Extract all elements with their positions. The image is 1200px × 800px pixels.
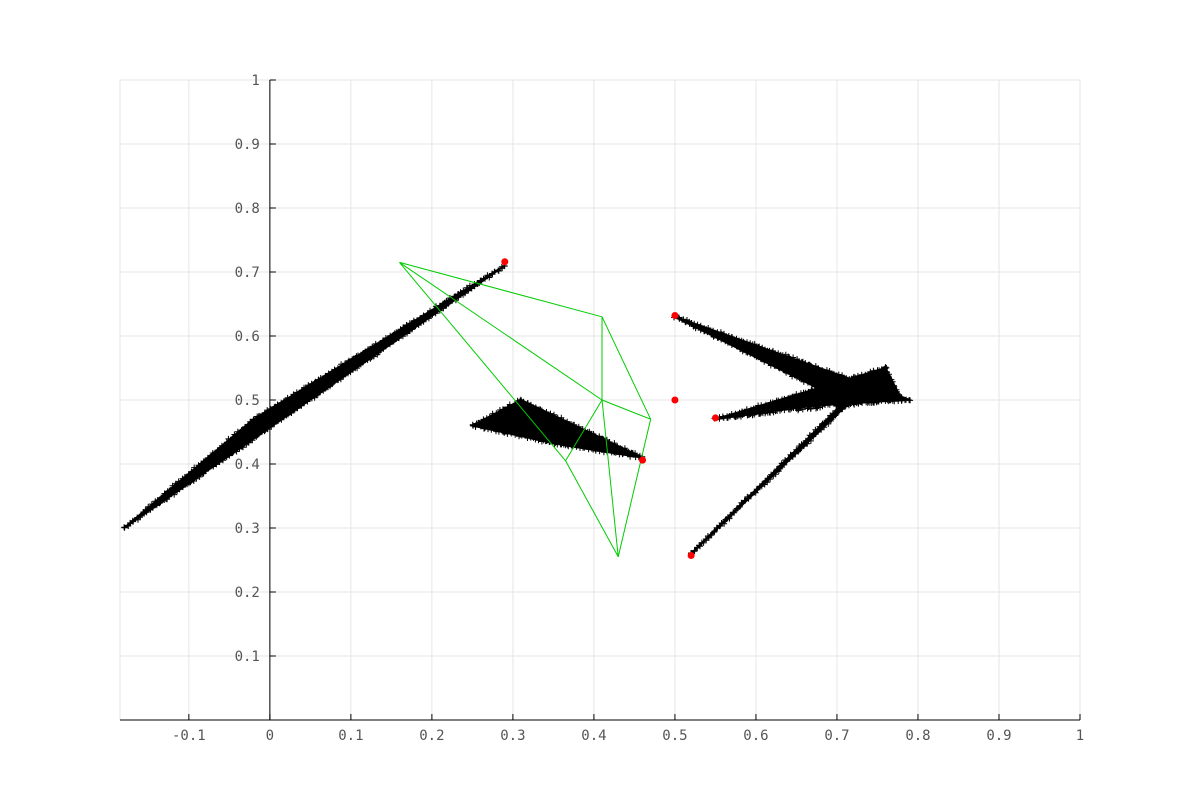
x-tick-label: 0.8: [905, 728, 930, 744]
x-tick-label: 0.5: [662, 728, 687, 744]
point-cloud: [688, 364, 890, 557]
y-tick-label: 0.8: [235, 201, 260, 217]
y-tick-label: 1: [251, 73, 259, 89]
axes: [120, 79, 1081, 721]
x-tick-label: 0: [266, 728, 274, 744]
point-cloud-marks: [688, 364, 890, 557]
x-tick-label: 0.6: [743, 728, 768, 744]
highlight-marker: [671, 312, 679, 320]
mesh-edge: [399, 261, 603, 401]
mesh-edge: [601, 316, 652, 420]
x-tick-label: 0.3: [500, 728, 525, 744]
x-tick-label: 0.1: [338, 728, 363, 744]
mesh-edge: [565, 460, 619, 558]
grid-lines: [119, 79, 1081, 721]
highlight-marker: [671, 396, 679, 404]
y-tick-label: 0.6: [235, 329, 260, 345]
mesh-edge: [601, 399, 619, 557]
x-tick-label: 0.9: [986, 728, 1011, 744]
mesh-edge: [617, 419, 652, 557]
mesh-edge: [565, 399, 603, 462]
mesh-overlay: [399, 261, 652, 558]
y-tick-label: 0.1: [235, 649, 260, 665]
y-tick-label: 0.3: [235, 521, 260, 537]
mesh-edge: [399, 261, 603, 318]
y-tick-label: 0.2: [235, 585, 260, 601]
mesh-edge: [601, 399, 651, 420]
highlight-markers: [501, 258, 719, 560]
highlight-marker: [711, 414, 719, 422]
y-tick-label: 0.7: [235, 265, 260, 281]
point-cloud-marks: [469, 396, 646, 461]
x-tick-label: -0.1: [172, 728, 206, 744]
mesh-edge: [399, 262, 566, 462]
point-clouds: [121, 262, 914, 557]
x-tick-label: 0.7: [824, 728, 849, 744]
highlight-marker: [687, 552, 695, 560]
x-tick-label: 0.4: [581, 728, 606, 744]
y-tick-label: 0.5: [235, 393, 260, 409]
y-tick-label: 0.4: [235, 457, 260, 473]
highlight-marker: [639, 456, 647, 464]
x-tick-label: 0.2: [419, 728, 444, 744]
tick-labels: -0.1 0 0.1 0.2 0.3 0.4 0.5 0.6 0.7 0.8 0.9 1 0.1 0.2 0…: [172, 73, 1084, 744]
point-cloud: [121, 262, 508, 531]
point-cloud-marks: [121, 262, 508, 531]
highlight-marker: [501, 258, 509, 266]
x-tick-label: 1: [1076, 728, 1084, 744]
y-tick-label: 0.9: [235, 137, 260, 153]
